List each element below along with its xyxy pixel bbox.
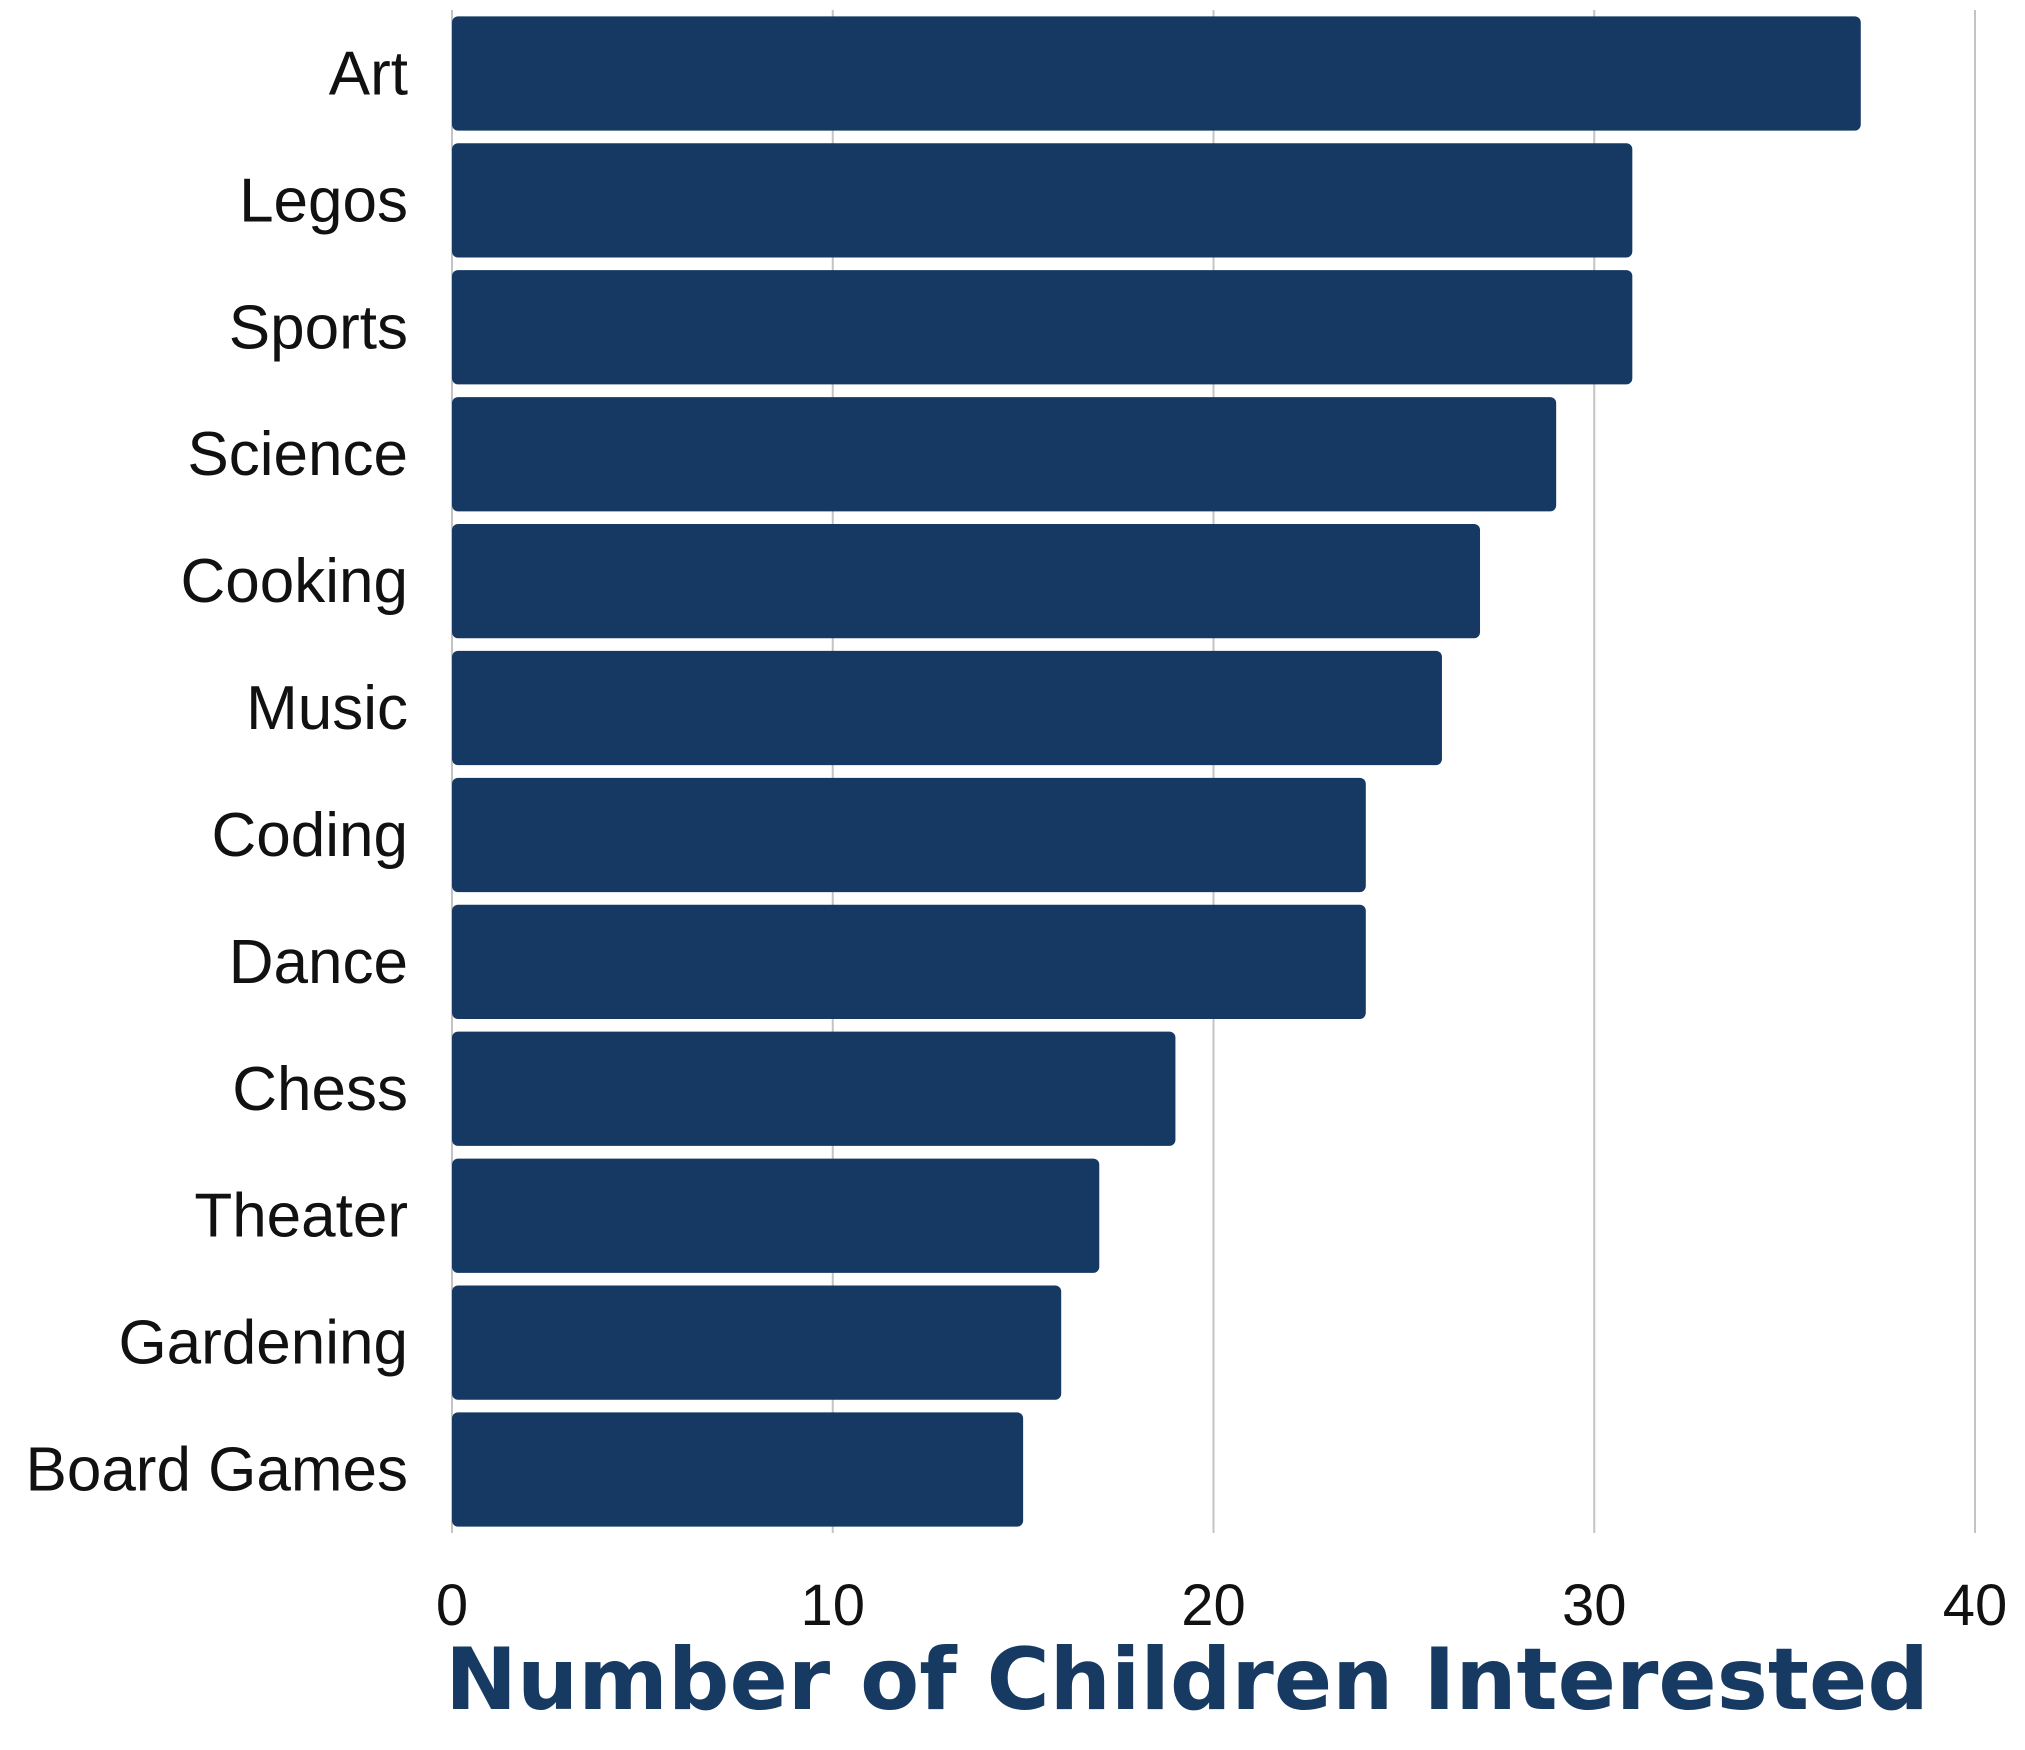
- x-axis-title: Number of Children Interested: [445, 1630, 1929, 1730]
- x-tick-label: 10: [800, 1573, 865, 1638]
- x-tick-label: 20: [1181, 1573, 1246, 1638]
- bar-coding: [452, 777, 1366, 893]
- x-tick-label: 40: [1943, 1573, 2008, 1638]
- bar-theater: [452, 1158, 1100, 1273]
- category-label: Dance: [229, 928, 408, 997]
- bar-science: [452, 397, 1557, 512]
- bar-sports: [452, 270, 1633, 385]
- bars: [452, 16, 1861, 1527]
- x-tick-labels: 0 10 20 30 40: [436, 1573, 2007, 1638]
- category-label: Art: [329, 39, 408, 108]
- bar-gardening: [452, 1285, 1062, 1400]
- category-label: Music: [246, 674, 408, 743]
- category-label: Science: [187, 420, 408, 489]
- gridlines: [451, 10, 1976, 1533]
- category-label: Chess: [232, 1055, 408, 1124]
- bar-art: [452, 16, 1861, 131]
- bar-legos: [452, 143, 1633, 258]
- category-label: Theater: [194, 1182, 408, 1251]
- bar-cooking: [452, 524, 1481, 639]
- x-tick-label: 30: [1562, 1573, 1627, 1638]
- bar-dance: [452, 904, 1366, 1019]
- bar-chess: [452, 1031, 1176, 1146]
- bar-music: [452, 650, 1442, 766]
- category-label: Sports: [229, 293, 408, 362]
- category-label: Board Games: [25, 1436, 408, 1505]
- category-labels: Art Legos Sports Science Cooking Music Coding D…: [25, 39, 408, 1504]
- category-label: Legos: [239, 166, 408, 235]
- bar-board-games: [452, 1412, 1024, 1527]
- x-tick-label: 0: [436, 1573, 468, 1638]
- category-label: Cooking: [181, 547, 408, 616]
- category-label: Coding: [212, 801, 408, 870]
- category-label: Gardening: [118, 1309, 408, 1378]
